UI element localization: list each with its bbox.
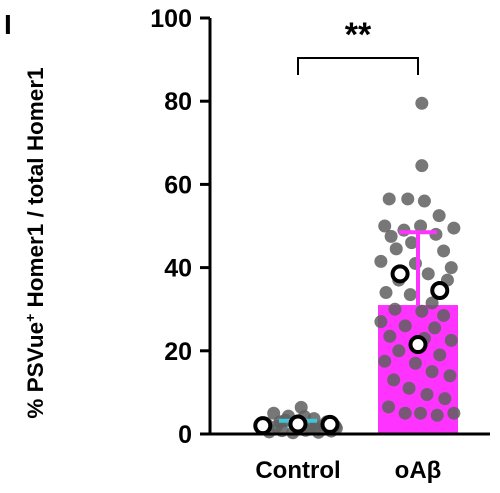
mean-marker-control: [288, 414, 308, 434]
mean-marker-control: [320, 414, 340, 434]
data-point-oabeta: [437, 244, 451, 258]
data-point-oabeta: [378, 354, 392, 368]
data-point-oabeta: [425, 365, 439, 379]
y-tick-label: 80: [164, 88, 192, 116]
y-tick-label: 0: [178, 421, 192, 449]
data-point-oabeta: [397, 223, 411, 237]
data-point-oabeta: [398, 319, 412, 333]
data-point-oabeta: [432, 209, 446, 223]
y-tick-label: 20: [164, 338, 192, 366]
data-point-oabeta: [382, 192, 396, 206]
mean-marker-oabeta: [408, 335, 428, 355]
data-point-oabeta: [414, 219, 428, 233]
data-point-oabeta: [444, 261, 458, 275]
data-point-oabeta: [388, 302, 402, 316]
x-label-control: Control: [255, 457, 340, 484]
data-point-oabeta: [444, 333, 458, 347]
data-point-oabeta: [408, 356, 422, 370]
data-point-oabeta: [387, 373, 401, 387]
data-point-oabeta: [443, 369, 457, 383]
data-point-oabeta: [415, 304, 429, 318]
data-point-oabeta: [384, 229, 398, 243]
y-tick-label: 40: [164, 255, 192, 283]
data-point-oabeta: [405, 236, 419, 250]
data-point-oabeta: [378, 219, 392, 233]
data-point-oabeta: [433, 348, 447, 362]
data-point-oabeta: [429, 227, 443, 241]
data-point-oabeta: [447, 221, 461, 235]
y-tick-label: 60: [164, 171, 192, 199]
data-point-oabeta: [401, 192, 415, 206]
data-point-oabeta: [420, 387, 434, 401]
y-axis-label: % PSVue+ Homer1 / total Homer1: [22, 67, 48, 418]
data-point-oabeta: [437, 308, 451, 322]
data-point-oabeta: [415, 96, 429, 110]
data-point-oabeta: [428, 321, 442, 335]
data-point-oabeta: [382, 400, 396, 414]
data-point-oabeta: [414, 406, 428, 420]
data-point-control: [294, 400, 308, 414]
x-label-oabeta: oAβ: [395, 457, 442, 484]
y-tick-label: 100: [150, 5, 192, 33]
data-point-oabeta: [374, 254, 388, 268]
data-point-oabeta: [374, 315, 388, 329]
data-point-oabeta: [447, 406, 461, 420]
x-tick-labels: Control oAβ: [255, 457, 441, 484]
data-point-oabeta: [417, 194, 431, 208]
significance-bracket: [297, 57, 419, 75]
data-point-oabeta: [403, 288, 417, 302]
mean-marker-oabeta: [430, 280, 450, 300]
data-point-oabeta: [415, 159, 429, 173]
panel-label: I: [4, 9, 12, 40]
data-point-oabeta: [379, 286, 393, 300]
mean-marker-oabeta: [390, 264, 410, 284]
data-point-oabeta: [402, 381, 416, 395]
significance-label: **: [345, 16, 372, 54]
data-point-oabeta: [430, 408, 444, 422]
data-point-oabeta: [392, 344, 406, 358]
y-ticks: 0 20 40 60 80 100: [150, 5, 210, 449]
data-point-oabeta: [383, 329, 397, 343]
data-point-oabeta: [421, 267, 435, 281]
data-point-oabeta: [425, 296, 439, 310]
data-point-oabeta: [438, 392, 452, 406]
mean-marker-control: [253, 416, 273, 436]
data-point-oabeta: [389, 242, 403, 256]
mean-markers: [253, 264, 450, 436]
data-point-oabeta: [398, 406, 412, 420]
